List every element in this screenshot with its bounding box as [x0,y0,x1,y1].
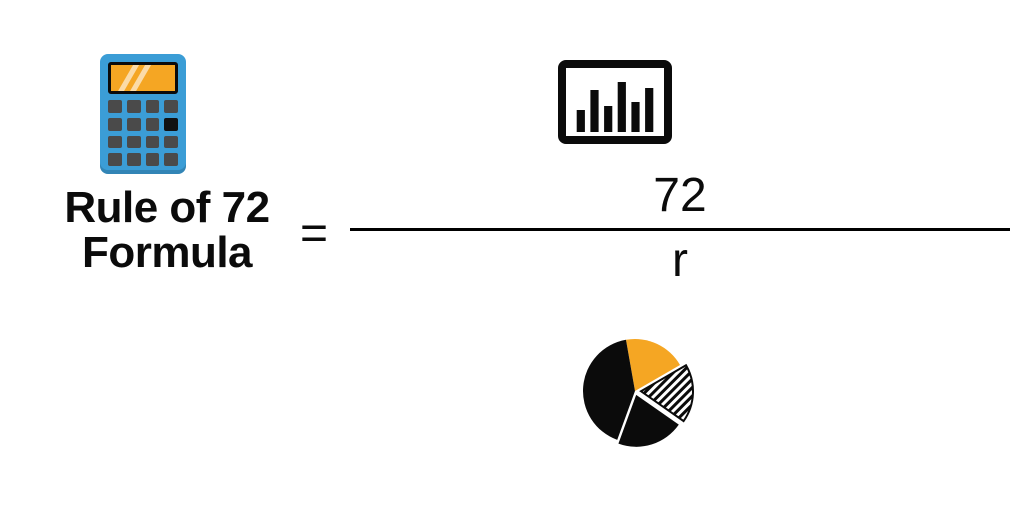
fraction-denominator: r [350,237,1010,285]
formula-name: Rule of 72 Formula [42,186,292,276]
equals-sign: = [300,206,328,261]
formula-name-line1: Rule of 72 [42,186,292,231]
fraction-bar [350,228,1010,231]
fraction: 72 r [350,60,1010,285]
formula-infographic: Rule of 72 Formula = 72 r [0,0,1024,526]
pie-chart-icon [576,332,694,450]
calculator-icon [100,54,186,174]
formula-name-line2: Formula [42,231,292,276]
fraction-numerator: 72 [350,172,1010,220]
